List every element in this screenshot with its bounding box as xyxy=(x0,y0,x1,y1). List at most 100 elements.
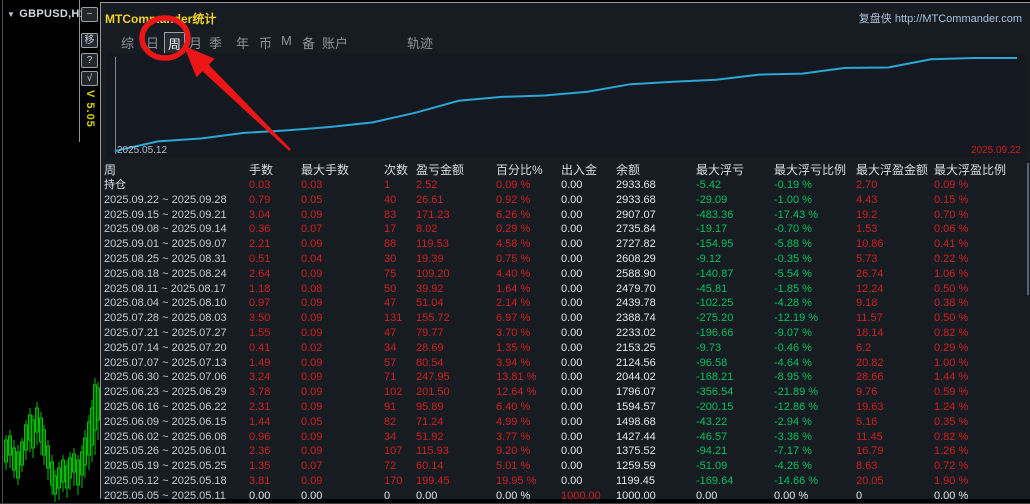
cell: 2588.90 xyxy=(616,267,656,280)
table-row[interactable]: 2025.07.21 ~ 2025.07.27 1.55 0.09 47 79.77 3.… xyxy=(101,326,1030,341)
row-label: 2025.06.23 ~ 2025.06.29 xyxy=(104,386,227,399)
cell: 0.50 % xyxy=(934,312,969,325)
tab-backup[interactable]: 备 xyxy=(302,36,316,51)
tab-year[interactable]: 年 xyxy=(236,36,250,51)
tab-month[interactable]: 月 xyxy=(189,36,203,51)
cell: 171.23 xyxy=(416,208,450,221)
table-row[interactable]: 2025.06.16 ~ 2025.06.22 2.31 0.09 91 95.89 6.… xyxy=(101,400,1030,415)
table-row[interactable]: 2025.05.19 ~ 2025.05.25 1.35 0.07 72 60.14 5.… xyxy=(101,459,1030,474)
cell: 0.00 xyxy=(561,297,583,310)
cell: 115.93 xyxy=(416,445,449,458)
tab-week[interactable]: 周 xyxy=(164,32,186,55)
row-label: 2025.09.08 ~ 2025.09.14 xyxy=(104,223,227,236)
scrollbar-thumb[interactable] xyxy=(1027,163,1029,295)
table-row[interactable]: 2025.05.12 ~ 2025.05.18 3.81 0.09 170 199.45… xyxy=(101,474,1030,489)
cell: 72 xyxy=(384,460,397,473)
tab-currency[interactable]: 币 xyxy=(259,36,273,51)
minimize-button[interactable]: − xyxy=(81,7,98,22)
row-label: 2025.07.28 ~ 2025.08.03 xyxy=(104,312,227,325)
cell: 1.18 xyxy=(249,282,271,295)
cell: 最大浮盈比例 xyxy=(934,163,1007,177)
table-row[interactable]: 2025.06.30 ~ 2025.07.06 3.24 0.09 71 247.95 1… xyxy=(101,370,1030,385)
cell: -9.07 % xyxy=(774,326,812,339)
cell: 1.44 % xyxy=(934,371,969,384)
cell: 0.09 xyxy=(301,326,323,339)
cell: 5.16 xyxy=(856,415,878,428)
apply-button[interactable]: √ xyxy=(81,71,98,86)
symbol-label[interactable]: ▼ GBPUSD,H1 xyxy=(7,8,87,20)
brand-link[interactable]: 复盘侠 http://MTCommander.com xyxy=(858,13,1022,25)
table-row[interactable]: 2025.07.07 ~ 2025.07.13 1.49 0.09 57 80.54 3.… xyxy=(101,356,1030,371)
table-row[interactable]: 2025.08.04 ~ 2025.08.10 0.97 0.09 47 51.04 2.… xyxy=(101,296,1030,311)
table-row[interactable]: 2025.06.23 ~ 2025.06.29 3.78 0.09 102 201.50… xyxy=(101,385,1030,400)
cell: -14.66 % xyxy=(774,474,819,487)
help-button[interactable]: ? xyxy=(81,53,98,68)
cell: 0.00 xyxy=(561,460,583,473)
cell: 1199.45 xyxy=(616,474,655,487)
cell: 6.40 % xyxy=(496,400,531,413)
cell: -29.09 xyxy=(696,193,728,206)
cell: 最大浮亏 xyxy=(696,163,745,177)
tab-account[interactable]: 账户 xyxy=(322,36,349,51)
cell: 0.00 % xyxy=(774,489,809,502)
candlestick-chart xyxy=(4,378,100,502)
cell: 95.89 xyxy=(416,400,444,413)
table-row[interactable]: 2025.05.05 ~ 2025.05.11 0.00 0.00 0 0.00 0.00… xyxy=(101,489,1030,504)
cell: 2.64 xyxy=(249,267,271,280)
tab-trajectory[interactable]: 轨迹 xyxy=(407,36,434,51)
cell: -483.36 xyxy=(696,208,734,221)
table-row[interactable]: 持仓 0.03 0.03 1 2.52 0.09 % 0.00 2933.68 -5.42 -0.… xyxy=(101,178,1030,193)
cell: 9.76 xyxy=(856,386,878,399)
cell: 2439.78 xyxy=(616,297,656,310)
chart-y-axis xyxy=(115,57,116,154)
table-row[interactable]: 2025.09.01 ~ 2025.09.07 2.21 0.09 88 119.53 4… xyxy=(101,237,1030,252)
move-button[interactable]: 移 xyxy=(81,33,98,48)
cell: 最大手数 xyxy=(301,163,350,177)
cell: 0.09 xyxy=(301,400,323,413)
table-header-row: 周 手数 最大手数 次数 盈亏金额 百分比% 出入金 余额 最大浮亏 最大浮亏比例 最大浮盈金额 最大… xyxy=(101,163,1030,178)
tab-day[interactable]: 日 xyxy=(146,36,160,51)
table-row[interactable]: 2025.08.25 ~ 2025.08.31 0.51 0.04 30 19.39 0.… xyxy=(101,252,1030,267)
table-row[interactable]: 2025.08.18 ~ 2025.08.24 2.64 0.09 75 109.20 4… xyxy=(101,267,1030,282)
table-row[interactable]: 2025.06.09 ~ 2025.06.15 1.44 0.05 82 71.24 4.… xyxy=(101,415,1030,430)
table-row[interactable]: 2025.05.26 ~ 2025.06.01 2.36 0.09 107 115.93… xyxy=(101,444,1030,459)
cell: -4.26 % xyxy=(774,460,812,473)
window-left-border xyxy=(2,0,3,504)
table-row[interactable]: 2025.07.14 ~ 2025.07.20 0.41 0.02 34 28.69 1.… xyxy=(101,341,1030,356)
panel-title: MTCommander统计 xyxy=(105,12,217,26)
table-row[interactable]: 2025.09.15 ~ 2025.09.21 3.04 0.09 83 171.23 6… xyxy=(101,208,1030,223)
table-row[interactable]: 2025.07.28 ~ 2025.08.03 3.50 0.09 131 155.72… xyxy=(101,311,1030,326)
tab-summary[interactable]: 综 xyxy=(121,36,135,51)
tab-quarter[interactable]: 季 xyxy=(209,36,223,51)
cell: 6.97 % xyxy=(496,312,531,325)
cell: 1.53 xyxy=(856,223,878,236)
row-label: 2025.09.22 ~ 2025.09.28 xyxy=(104,193,227,206)
tab-m[interactable]: M xyxy=(281,33,292,48)
cell: 0.09 xyxy=(301,238,323,251)
cell: -140.87 xyxy=(696,267,734,280)
table-row[interactable]: 2025.06.02 ~ 2025.06.08 0.96 0.09 34 51.92 3.… xyxy=(101,430,1030,445)
cell: 2233.02 xyxy=(616,326,656,339)
cell: 0.82 % xyxy=(934,430,969,443)
cell: 5.01 % xyxy=(496,460,531,473)
cell: 6.2 xyxy=(856,341,872,354)
cell: 0.09 xyxy=(301,208,323,221)
cell: -19.17 xyxy=(696,223,728,236)
cell: -0.35 % xyxy=(774,252,812,265)
cell: 5.73 xyxy=(856,252,878,265)
row-label: 2025.08.04 ~ 2025.08.10 xyxy=(104,297,227,310)
table-row[interactable]: 2025.09.22 ~ 2025.09.28 0.79 0.05 40 26.61 0.… xyxy=(101,193,1030,208)
row-label: 2025.07.21 ~ 2025.07.27 xyxy=(104,326,227,339)
cell: 0.09 xyxy=(301,474,323,487)
cell: -43.22 xyxy=(696,415,728,428)
panel-divider xyxy=(79,0,80,142)
table-row[interactable]: 2025.08.11 ~ 2025.08.17 1.18 0.08 50 39.92 1.… xyxy=(101,282,1030,297)
cell: 0.22 % xyxy=(934,252,969,265)
cell: 2.31 xyxy=(249,400,271,413)
cell: 11.57 xyxy=(856,312,883,325)
table-row[interactable]: 2025.09.08 ~ 2025.09.14 0.36 0.07 17 8.02 0.2… xyxy=(101,222,1030,237)
cell: 30 xyxy=(384,252,397,265)
cell: 51.04 xyxy=(416,297,444,310)
cell: -9.73 xyxy=(696,341,722,354)
cell: 50 xyxy=(384,282,397,295)
